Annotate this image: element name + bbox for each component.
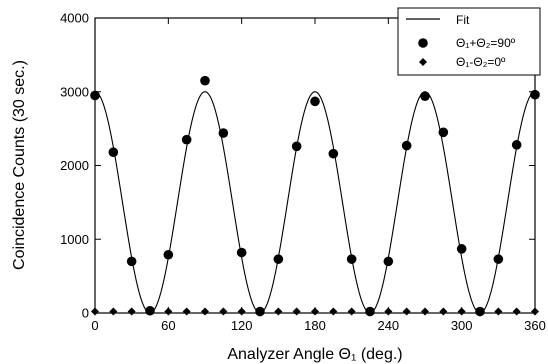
- data-point-diamond: [164, 307, 173, 316]
- data-point-circle: [181, 134, 192, 145]
- y-axis-label: Coincidence Counts (30 sec.): [11, 60, 28, 270]
- legend-diamond-marker: [419, 58, 427, 66]
- data-point-circle: [493, 254, 504, 264]
- data-point-diamond: [292, 307, 301, 316]
- data-point-circle: [273, 254, 284, 264]
- data-point-diamond: [311, 307, 319, 316]
- data-point-circle: [346, 254, 357, 264]
- x-tick-label: 240: [377, 318, 399, 333]
- data-point-circle: [383, 256, 394, 267]
- data-point-diamond: [494, 307, 503, 316]
- data-point-diamond: [531, 307, 539, 316]
- data-point-circle: [126, 256, 137, 267]
- legend: Fit Θ₁+Θ₂=90º Θ₁-Θ₂=0º: [397, 7, 541, 76]
- data-point-circle: [200, 75, 210, 86]
- data-point-circle: [108, 147, 119, 158]
- data-point-circle: [530, 89, 540, 100]
- data-point-circle: [218, 128, 229, 138]
- x-tick-label: 0: [91, 318, 98, 333]
- data-point-diamond: [421, 307, 429, 316]
- y-tick-label: 2000: [60, 158, 89, 173]
- legend-label: Fit: [456, 13, 470, 27]
- data-point-diamond: [439, 307, 448, 316]
- data-point-diamond: [457, 307, 466, 316]
- data-point-circle: [236, 247, 247, 258]
- chart-marks: [90, 75, 540, 317]
- data-point-diamond: [219, 307, 228, 316]
- x-tick-label: 120: [231, 318, 253, 333]
- data-point-diamond: [146, 307, 154, 316]
- y-tick-label: 4000: [60, 11, 89, 26]
- data-point-diamond: [109, 307, 118, 316]
- x-tick-label: 180: [304, 318, 326, 333]
- data-point-circle: [291, 141, 302, 152]
- tick-labels: 0 60 120 180 240 300 360 0 1000 2000 3000 4000: [60, 11, 546, 334]
- data-point-diamond: [182, 307, 191, 316]
- x-tick-label: 300: [451, 318, 473, 333]
- x-axis-label: Analyzer Angle Θ₁ (deg.): [227, 346, 402, 363]
- data-point-diamond: [347, 307, 356, 316]
- data-point-diamond: [237, 307, 246, 316]
- data-point-diamond: [402, 307, 411, 316]
- data-point-circle: [420, 91, 430, 101]
- data-point-diamond: [91, 307, 99, 316]
- data-point-diamond: [512, 307, 521, 316]
- data-point-diamond: [476, 307, 484, 316]
- x-tick-label: 60: [161, 318, 175, 333]
- data-point-circle: [401, 140, 412, 151]
- data-point-circle: [328, 148, 339, 159]
- y-tick-label: 0: [82, 306, 89, 321]
- x-tick-label: 360: [524, 318, 546, 333]
- data-point-circle: [456, 244, 467, 254]
- data-point-diamond: [127, 307, 136, 316]
- legend-label: Θ₁+Θ₂=90º: [456, 36, 516, 50]
- data-point-circle: [438, 127, 449, 138]
- data-point-circle: [310, 96, 320, 107]
- y-tick-label: 3000: [60, 84, 89, 99]
- y-tick-label: 1000: [60, 232, 89, 247]
- legend-label: Θ₁-Θ₂=0º: [456, 55, 506, 69]
- data-point-diamond: [201, 307, 209, 316]
- data-point-diamond: [366, 307, 374, 316]
- fit-curve: [94, 91, 536, 314]
- legend-circle-marker: [418, 38, 428, 48]
- data-point-diamond: [274, 307, 283, 316]
- data-point-circle: [511, 140, 522, 150]
- data-point-diamond: [329, 307, 338, 316]
- data-point-circle: [90, 90, 100, 101]
- data-point-diamond: [256, 307, 264, 316]
- data-point-diamond: [384, 307, 393, 316]
- data-point-circle: [163, 249, 174, 260]
